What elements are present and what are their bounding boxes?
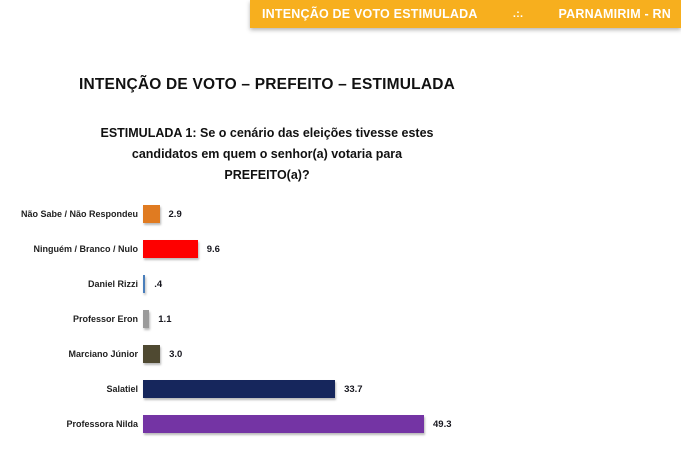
survey-question: ESTIMULADA 1: Se o cenário das eleições … xyxy=(0,123,534,186)
bar-category-label: Ninguém / Branco / Nulo xyxy=(33,244,138,254)
bar-category-label: Professora Nilda xyxy=(66,419,138,429)
bar-row: Professora Nilda 49.3 xyxy=(0,415,681,433)
question-line-1: ESTIMULADA 1: Se o cenário das eleições … xyxy=(100,126,434,140)
bar-row: Ninguém / Branco / Nulo 9.6 xyxy=(0,240,681,258)
bar-track: 9.6 xyxy=(143,240,220,258)
bar-category-label: Não Sabe / Não Respondeu xyxy=(20,209,138,219)
bar-row: Daniel Rizzi .4 xyxy=(0,275,681,293)
bar xyxy=(143,380,336,398)
question-line-2: candidatos em quem o senhor(a) votaria p… xyxy=(131,147,403,161)
bar-category-label: Salatiel xyxy=(106,384,138,394)
bar xyxy=(143,345,161,363)
bar-row: Não Sabe / Não Respondeu 2.9 xyxy=(0,205,681,223)
bar-category-label: Marciano Júnior xyxy=(68,349,138,359)
bar-value-label: 2.9 xyxy=(168,208,182,220)
top-header-band: INTENÇÃO DE VOTO ESTIMULADA .:. PARNAMIR… xyxy=(250,0,681,28)
bar-value-label: 49.3 xyxy=(433,418,452,430)
bar-track: 3.0 xyxy=(143,345,182,363)
bar xyxy=(143,275,146,293)
bar-value-label: 9.6 xyxy=(206,243,220,255)
bar-value-label: .4 xyxy=(154,278,163,290)
header-survey-type: INTENÇÃO DE VOTO ESTIMULADA xyxy=(262,7,478,21)
bar-value-label: 1.1 xyxy=(158,313,172,325)
header-separator: .:. xyxy=(512,8,524,20)
question-line-3: PREFEITO(a)? xyxy=(224,168,310,182)
bar-row: Professor Eron 1.1 xyxy=(0,310,681,328)
bar-row: Marciano Júnior 3.0 xyxy=(0,345,681,363)
bar-track: 1.1 xyxy=(143,310,171,328)
bar xyxy=(143,415,424,433)
bar xyxy=(143,240,198,258)
bar-track: 49.3 xyxy=(143,415,452,433)
bar-track: 2.9 xyxy=(143,205,182,223)
bar-track: .4 xyxy=(143,275,162,293)
header-location: PARNAMIRIM - RN xyxy=(558,7,671,21)
bar-category-label: Professor Eron xyxy=(72,314,138,324)
bar xyxy=(143,205,160,223)
bar-track: 33.7 xyxy=(143,380,363,398)
bar xyxy=(143,310,150,328)
vote-intention-bar-chart: Não Sabe / Não Respondeu 2.9 Ninguém / B… xyxy=(0,205,681,450)
bar-row: Salatiel 33.7 xyxy=(0,380,681,398)
bar-value-label: 33.7 xyxy=(344,383,363,395)
page-title: INTENÇÃO DE VOTO – PREFEITO – ESTIMULADA xyxy=(78,76,456,93)
bar-category-label: Daniel Rizzi xyxy=(87,279,138,289)
bar-value-label: 3.0 xyxy=(169,348,183,360)
